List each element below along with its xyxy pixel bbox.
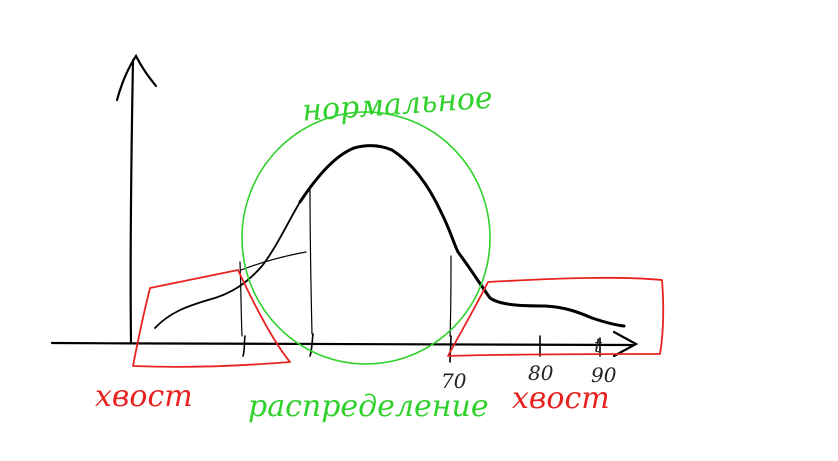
marker-right	[449, 255, 452, 337]
y-axis-line	[129, 58, 135, 345]
curve-peak-part	[298, 144, 460, 254]
y-axis	[115, 53, 158, 345]
marker-slash	[240, 251, 307, 271]
x-ticks	[242, 333, 601, 363]
tick-label-90: 90	[591, 363, 617, 387]
label-normal-top: нормальное	[301, 81, 494, 129]
label-tail-right: хвост	[512, 381, 610, 416]
tick-label-70: 70	[441, 369, 467, 393]
tail-box-left	[132, 269, 291, 368]
region-markers	[239, 185, 452, 337]
normal-region-circle	[241, 111, 491, 365]
tail-box-right	[447, 276, 665, 357]
x-axis-arrowhead	[612, 330, 639, 358]
curve-left-part	[154, 201, 301, 329]
curve-right-part	[456, 250, 626, 328]
tick-70	[449, 335, 452, 363]
y-axis-arrowhead	[115, 53, 158, 102]
distribution-curve	[154, 144, 626, 329]
tick-left-2	[309, 333, 314, 357]
tick-label-80: 80	[528, 361, 554, 385]
x-axis	[50, 330, 639, 358]
marker-mid	[309, 185, 313, 335]
label-tail-left: хвост	[95, 379, 193, 414]
x-axis-line	[50, 341, 634, 347]
tick-left-1	[242, 335, 246, 357]
label-normal-bottom: распределение	[248, 389, 489, 424]
tick-labels: 70 80 90 t	[441, 333, 617, 393]
tick-label-t: t	[594, 333, 603, 357]
tails	[132, 269, 665, 368]
marker-left	[239, 261, 243, 337]
